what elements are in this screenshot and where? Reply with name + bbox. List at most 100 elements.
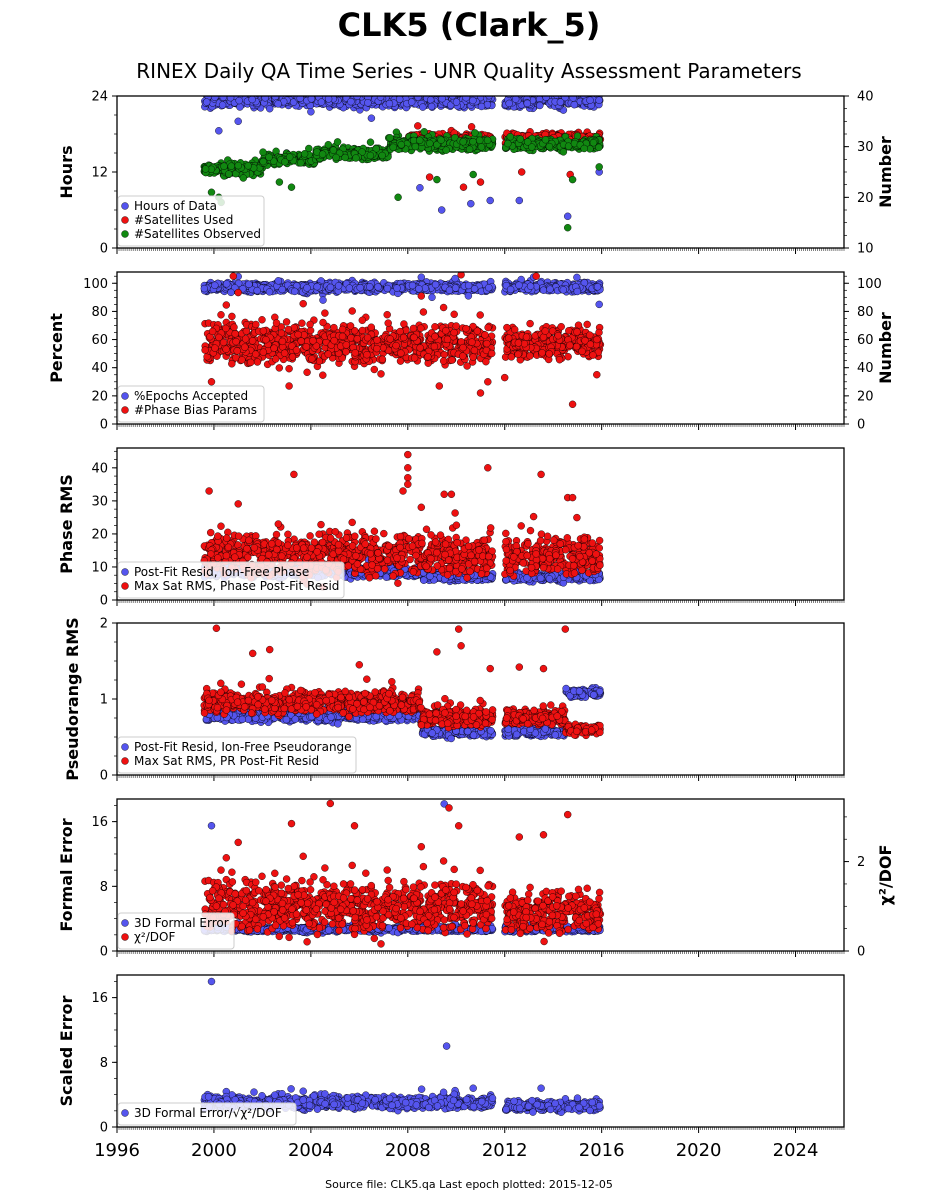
- data-point: [389, 143, 397, 152]
- data-point: [364, 99, 372, 107]
- data-point: [526, 282, 535, 290]
- data-point: [245, 96, 250, 97]
- data-point: [248, 337, 257, 345]
- data-point: [298, 319, 306, 327]
- legend-marker: [121, 216, 129, 224]
- data-point: [218, 101, 227, 109]
- y-tick-label: 12: [91, 166, 108, 181]
- data-point: [282, 318, 291, 326]
- data-point: [279, 88, 286, 95]
- data-point: [332, 153, 340, 162]
- data-point: [211, 96, 219, 101]
- data-point: [228, 360, 236, 368]
- data-point: [523, 99, 531, 108]
- data-point: [321, 89, 328, 96]
- data-point: [463, 362, 471, 370]
- data-point: [319, 296, 327, 304]
- data-point: [416, 184, 424, 192]
- data-point: [476, 311, 484, 319]
- data-point: [327, 88, 334, 95]
- data-point: [201, 165, 210, 173]
- data-point: [329, 146, 338, 154]
- y-right-tick-label: 20: [857, 191, 874, 206]
- data-point: [289, 98, 298, 106]
- data-point: [415, 285, 423, 293]
- data-point: [484, 323, 492, 332]
- data-point: [461, 89, 468, 96]
- data-point: [386, 134, 394, 142]
- data-point: [483, 136, 492, 145]
- data-point: [226, 96, 235, 102]
- data-point: [439, 357, 448, 365]
- data-point: [486, 196, 494, 205]
- data-point: [225, 170, 233, 178]
- data-point: [506, 96, 513, 98]
- data-point: [211, 281, 219, 289]
- data-point: [400, 320, 408, 328]
- data-point: [358, 326, 367, 335]
- data-point: [397, 140, 405, 149]
- data-point: [409, 324, 418, 333]
- data-point: [573, 287, 581, 296]
- data-point: [317, 98, 326, 106]
- data-point: [207, 88, 214, 95]
- data-point: [510, 88, 517, 95]
- data-point: [234, 161, 243, 170]
- data-point: [448, 356, 456, 364]
- data-point: [256, 86, 263, 93]
- data-point: [278, 285, 286, 294]
- figure-subtitle: RINEX Daily QA Time Series - UNR Quality…: [136, 59, 801, 83]
- data-point: [414, 122, 422, 130]
- data-point: [274, 277, 282, 285]
- data-point: [593, 283, 602, 291]
- data-point: [482, 358, 490, 366]
- data-point: [330, 323, 338, 332]
- data-point: [385, 99, 394, 108]
- figure-title: CLK5 (Clark_5): [338, 6, 601, 44]
- data-point: [326, 283, 335, 292]
- data-point: [200, 284, 209, 293]
- legend-marker: [121, 202, 129, 210]
- data-point: [376, 96, 385, 101]
- data-point: [277, 87, 284, 94]
- data-point: [367, 323, 375, 331]
- data-point: [258, 316, 266, 324]
- data-point: [564, 223, 572, 232]
- y-right-tick-label: 10: [857, 242, 874, 257]
- data-point: [469, 96, 477, 105]
- data-point: [462, 96, 470, 102]
- data-point: [467, 199, 475, 208]
- data-point: [450, 310, 458, 318]
- data-point: [559, 286, 567, 294]
- data-point: [244, 162, 252, 170]
- series-hours-0: [201, 86, 604, 221]
- data-point: [366, 89, 373, 96]
- data-point: [545, 142, 554, 151]
- data-point: [288, 96, 291, 97]
- data-point: [438, 206, 446, 214]
- data-point: [303, 284, 311, 292]
- data-point: [356, 284, 364, 292]
- data-point: [241, 335, 250, 343]
- data-point: [376, 88, 383, 95]
- data-point: [539, 286, 548, 294]
- data-point: [459, 183, 468, 191]
- data-point: [242, 327, 251, 335]
- data-point: [303, 368, 311, 376]
- data-point: [377, 370, 385, 378]
- data-point: [595, 143, 603, 152]
- data-point: [573, 273, 581, 282]
- data-point: [248, 96, 256, 104]
- data-point: [442, 146, 450, 154]
- data-point: [505, 96, 509, 97]
- y-right-axis-label: Number: [876, 136, 895, 208]
- data-point: [440, 351, 448, 359]
- data-point: [485, 284, 493, 292]
- data-point: [339, 88, 346, 95]
- data-point: [416, 89, 423, 96]
- data-point: [334, 282, 343, 290]
- data-point: [515, 281, 523, 289]
- data-point: [207, 188, 216, 197]
- data-point: [546, 285, 554, 293]
